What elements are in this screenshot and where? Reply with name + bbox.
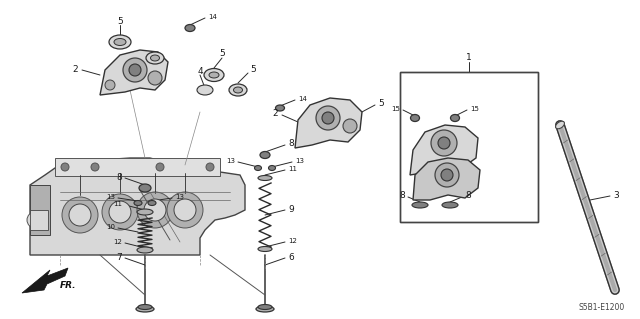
Text: 8: 8 xyxy=(116,173,122,182)
Text: 1: 1 xyxy=(466,54,472,63)
Circle shape xyxy=(105,80,115,90)
Ellipse shape xyxy=(229,84,247,96)
Ellipse shape xyxy=(136,306,154,312)
Text: 10: 10 xyxy=(106,224,115,230)
Ellipse shape xyxy=(185,25,195,32)
Text: 12: 12 xyxy=(113,239,122,245)
Text: 6: 6 xyxy=(288,253,294,262)
Circle shape xyxy=(109,201,131,223)
Text: 14: 14 xyxy=(298,96,307,102)
Circle shape xyxy=(61,163,69,171)
Ellipse shape xyxy=(451,115,460,122)
Text: FR.: FR. xyxy=(60,280,77,290)
Circle shape xyxy=(441,169,453,181)
Ellipse shape xyxy=(139,184,151,192)
Text: 12: 12 xyxy=(288,238,297,244)
Circle shape xyxy=(62,197,98,233)
Polygon shape xyxy=(30,158,245,255)
Circle shape xyxy=(167,192,203,228)
Text: 8: 8 xyxy=(399,191,405,201)
Bar xyxy=(400,72,538,222)
Circle shape xyxy=(27,212,43,228)
Ellipse shape xyxy=(269,166,275,170)
Ellipse shape xyxy=(258,247,272,251)
Text: 14: 14 xyxy=(208,14,217,20)
Circle shape xyxy=(102,194,138,230)
Polygon shape xyxy=(413,158,480,200)
Text: 2: 2 xyxy=(72,65,78,75)
Ellipse shape xyxy=(137,209,153,215)
Text: 5: 5 xyxy=(378,99,384,108)
Ellipse shape xyxy=(410,115,419,122)
Bar xyxy=(400,72,538,222)
Text: 13: 13 xyxy=(106,194,115,200)
Ellipse shape xyxy=(256,306,274,312)
Text: 7: 7 xyxy=(116,253,122,262)
Circle shape xyxy=(91,163,99,171)
Ellipse shape xyxy=(412,202,428,208)
Text: 3: 3 xyxy=(613,190,619,199)
Bar xyxy=(30,185,50,235)
Ellipse shape xyxy=(204,69,224,81)
Ellipse shape xyxy=(148,201,156,205)
Ellipse shape xyxy=(275,105,285,111)
Text: 13: 13 xyxy=(175,194,184,200)
Ellipse shape xyxy=(234,87,243,93)
Text: 5: 5 xyxy=(250,65,256,75)
Ellipse shape xyxy=(258,305,272,309)
Ellipse shape xyxy=(209,72,219,78)
Text: 8: 8 xyxy=(465,191,471,201)
Circle shape xyxy=(144,199,166,221)
Ellipse shape xyxy=(255,166,262,170)
Polygon shape xyxy=(410,125,478,175)
Polygon shape xyxy=(22,268,68,293)
Ellipse shape xyxy=(134,201,142,205)
Text: 15: 15 xyxy=(391,106,400,112)
Circle shape xyxy=(129,64,141,76)
Ellipse shape xyxy=(197,85,213,95)
Circle shape xyxy=(431,130,457,156)
Circle shape xyxy=(322,112,334,124)
Bar xyxy=(55,158,220,176)
Ellipse shape xyxy=(556,121,564,129)
Ellipse shape xyxy=(146,52,164,64)
Ellipse shape xyxy=(138,305,152,309)
Bar xyxy=(30,210,48,230)
Text: 5: 5 xyxy=(117,17,123,26)
Polygon shape xyxy=(295,98,362,148)
Ellipse shape xyxy=(150,55,159,61)
Circle shape xyxy=(156,163,164,171)
Text: 4: 4 xyxy=(197,66,203,76)
Text: 8: 8 xyxy=(288,139,294,149)
Circle shape xyxy=(435,163,459,187)
Text: 2: 2 xyxy=(273,108,278,117)
Text: 9: 9 xyxy=(288,204,294,213)
Ellipse shape xyxy=(137,247,153,253)
Ellipse shape xyxy=(109,35,131,49)
Circle shape xyxy=(137,192,173,228)
Circle shape xyxy=(123,58,147,82)
Polygon shape xyxy=(100,50,168,95)
Text: 13: 13 xyxy=(295,158,304,164)
Circle shape xyxy=(316,106,340,130)
Circle shape xyxy=(148,71,162,85)
Circle shape xyxy=(343,119,357,133)
Circle shape xyxy=(438,137,450,149)
Ellipse shape xyxy=(114,39,126,46)
Text: 13: 13 xyxy=(226,158,235,164)
Text: 15: 15 xyxy=(470,106,479,112)
Circle shape xyxy=(69,204,91,226)
Text: 11: 11 xyxy=(113,201,122,207)
Text: 11: 11 xyxy=(288,166,297,172)
Text: S5B1-E1200: S5B1-E1200 xyxy=(579,303,625,313)
Circle shape xyxy=(174,199,196,221)
Text: 5: 5 xyxy=(219,49,225,58)
Ellipse shape xyxy=(442,202,458,208)
Ellipse shape xyxy=(258,175,272,181)
Ellipse shape xyxy=(260,152,270,159)
Circle shape xyxy=(206,163,214,171)
